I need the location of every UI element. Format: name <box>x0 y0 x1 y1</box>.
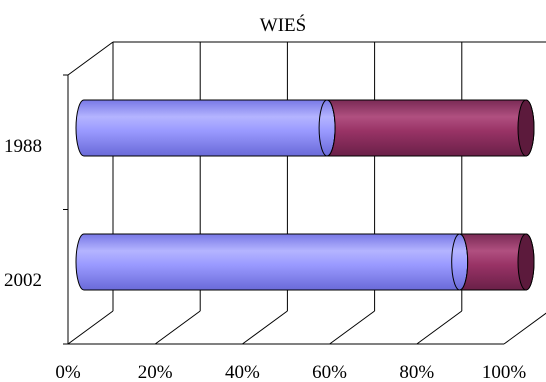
floor-gridline <box>67 310 114 345</box>
bar-segment <box>75 99 336 157</box>
floor-gridline <box>416 310 463 345</box>
bar-segment <box>326 99 535 157</box>
bar-segment <box>75 233 469 291</box>
x-tick-label: 80% <box>399 362 434 382</box>
bar-end-cap <box>517 233 535 291</box>
chart-title: WIEŚ <box>260 14 306 36</box>
x-tick-label: 60% <box>312 362 347 382</box>
x-tick-label: 0% <box>55 362 81 382</box>
floor-gridline <box>329 310 375 345</box>
floor-gridline <box>503 312 546 345</box>
y-tick-label: 1988 <box>4 136 42 157</box>
floor-gridline <box>242 310 288 345</box>
axis-labels: 0% 20% 40% 60% 80% 100% 1988 2002 <box>4 136 526 382</box>
x-tick-label: 20% <box>138 362 173 382</box>
x-tick-label: 100% <box>482 362 527 382</box>
x-tick-label: 40% <box>225 362 260 382</box>
plot-bars <box>75 99 535 291</box>
side-wall-top-edge <box>67 41 114 76</box>
floor-gridline <box>154 310 201 345</box>
y-tick-label: 2002 <box>4 270 42 291</box>
bar-end-cap <box>517 99 535 157</box>
plot-grid <box>63 41 546 345</box>
